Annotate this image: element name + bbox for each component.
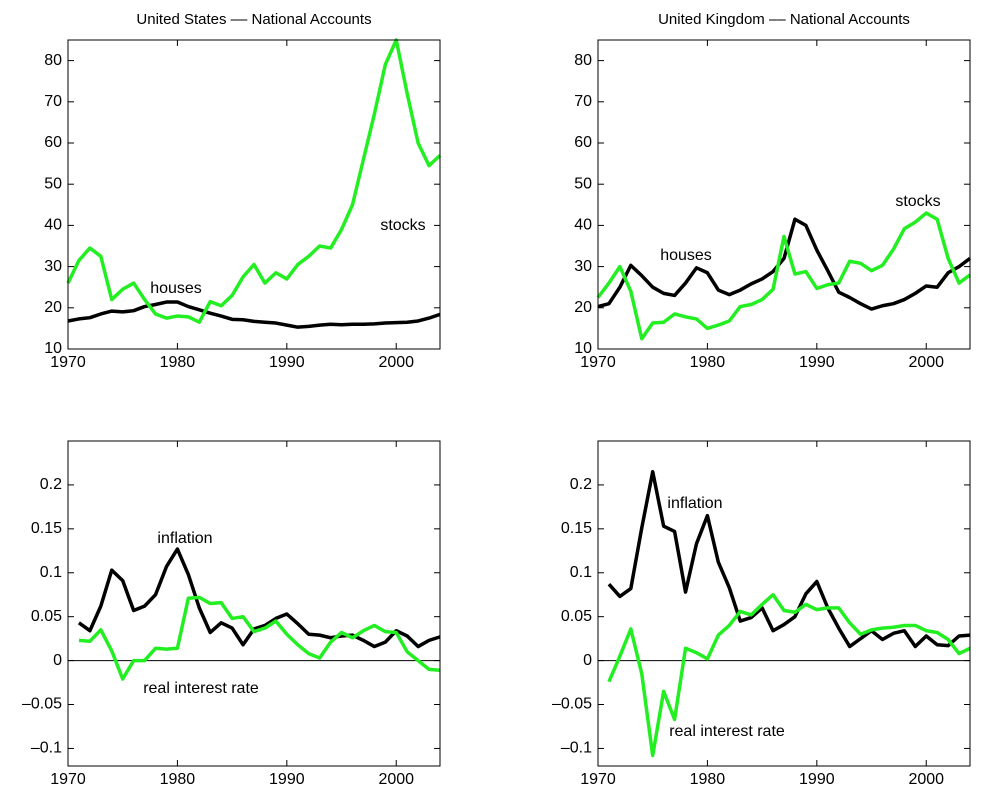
series-line: [78, 595, 441, 681]
plot-frame: [597, 440, 971, 767]
y-tick-label: 0.15: [561, 520, 592, 537]
series-label: houses: [150, 280, 202, 297]
y-tick-label: –0.1: [561, 740, 592, 757]
x-tick-label: 1980: [160, 771, 196, 788]
y-tick-label: 30: [44, 258, 62, 275]
series-label: inflation: [157, 530, 212, 547]
y-tick-label: 0.2: [570, 476, 592, 493]
series-label: real interest rate: [143, 680, 259, 697]
y-tick-label: 0.05: [561, 608, 592, 625]
x-tick-label: 1990: [799, 771, 835, 788]
y-tick-label: 40: [574, 217, 592, 234]
x-tick-label: 1980: [160, 354, 196, 371]
y-tick-label: 40: [44, 217, 62, 234]
y-tick-label: –0.05: [22, 696, 62, 713]
x-tick-label: 1970: [50, 771, 86, 788]
y-tick-label: 10: [574, 340, 592, 357]
x-tick-label: 1980: [690, 771, 726, 788]
plot-frame: [597, 39, 971, 350]
y-tick-label: 60: [574, 134, 592, 151]
y-tick-label: 0.1: [40, 564, 62, 581]
series-line: [607, 592, 971, 758]
series-line: [596, 211, 972, 341]
y-tick-label: 50: [44, 175, 62, 192]
x-tick-label: 1990: [269, 354, 305, 371]
y-tick-label: 0.15: [31, 520, 62, 537]
y-tick-label: 0.2: [40, 476, 62, 493]
y-tick-label: 0: [53, 652, 62, 669]
y-tick-label: –0.05: [552, 696, 592, 713]
x-tick-label: 1990: [799, 354, 835, 371]
x-tick-label: 2000: [908, 771, 944, 788]
series-line: [66, 38, 442, 324]
y-tick-label: 80: [44, 52, 62, 69]
series-label: inflation: [667, 495, 722, 512]
y-tick-label: 20: [44, 299, 62, 316]
x-tick-label: 1970: [580, 354, 616, 371]
chart-title: United States –– National Accounts: [136, 11, 371, 28]
plot-frame: [67, 39, 441, 350]
x-tick-label: 1970: [50, 354, 86, 371]
x-tick-label: 2000: [908, 354, 944, 371]
y-tick-label: 70: [44, 93, 62, 110]
y-tick-label: 50: [574, 175, 592, 192]
series-label: real interest rate: [669, 723, 785, 740]
series-label: stocks: [895, 193, 940, 210]
x-tick-label: 2000: [378, 771, 414, 788]
series-label: houses: [660, 247, 712, 264]
x-tick-label: 1980: [690, 354, 726, 371]
y-tick-label: 0: [583, 652, 592, 669]
y-tick-label: 70: [574, 93, 592, 110]
series-line: [67, 300, 441, 329]
series-label: stocks: [380, 217, 425, 234]
chart-title: United Kingdom –– National Accounts: [658, 11, 910, 28]
y-tick-label: 0.1: [570, 564, 592, 581]
y-tick-label: 20: [574, 299, 592, 316]
x-tick-label: 1990: [269, 771, 305, 788]
series-line: [607, 469, 971, 649]
y-tick-label: 80: [574, 52, 592, 69]
y-tick-label: 10: [44, 340, 62, 357]
y-tick-label: –0.1: [31, 740, 62, 757]
series-line: [597, 217, 972, 311]
x-tick-label: 1970: [580, 771, 616, 788]
y-tick-label: 60: [44, 134, 62, 151]
series-line: [77, 547, 441, 649]
y-tick-label: 0.05: [31, 608, 62, 625]
plot-frame: [67, 440, 441, 767]
x-tick-label: 2000: [378, 354, 414, 371]
y-tick-label: 30: [574, 258, 592, 275]
